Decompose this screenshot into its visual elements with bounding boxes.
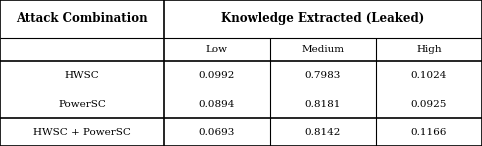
Text: HWSC: HWSC bbox=[65, 71, 99, 80]
Text: Medium: Medium bbox=[301, 45, 345, 54]
Text: Attack Combination: Attack Combination bbox=[16, 12, 148, 26]
Text: 0.8181: 0.8181 bbox=[305, 100, 341, 108]
Text: 0.0992: 0.0992 bbox=[199, 71, 235, 80]
Text: 0.0693: 0.0693 bbox=[199, 128, 235, 137]
Text: 0.0925: 0.0925 bbox=[411, 100, 447, 108]
Text: 0.1166: 0.1166 bbox=[411, 128, 447, 137]
Text: 0.7983: 0.7983 bbox=[305, 71, 341, 80]
Text: 0.8142: 0.8142 bbox=[305, 128, 341, 137]
Text: Low: Low bbox=[206, 45, 228, 54]
Text: HWSC + PowerSC: HWSC + PowerSC bbox=[33, 128, 131, 137]
Text: Knowledge Extracted (Leaked): Knowledge Extracted (Leaked) bbox=[221, 12, 425, 26]
Text: 0.0894: 0.0894 bbox=[199, 100, 235, 108]
Text: PowerSC: PowerSC bbox=[58, 100, 106, 108]
Text: 0.1024: 0.1024 bbox=[411, 71, 447, 80]
Text: High: High bbox=[416, 45, 442, 54]
